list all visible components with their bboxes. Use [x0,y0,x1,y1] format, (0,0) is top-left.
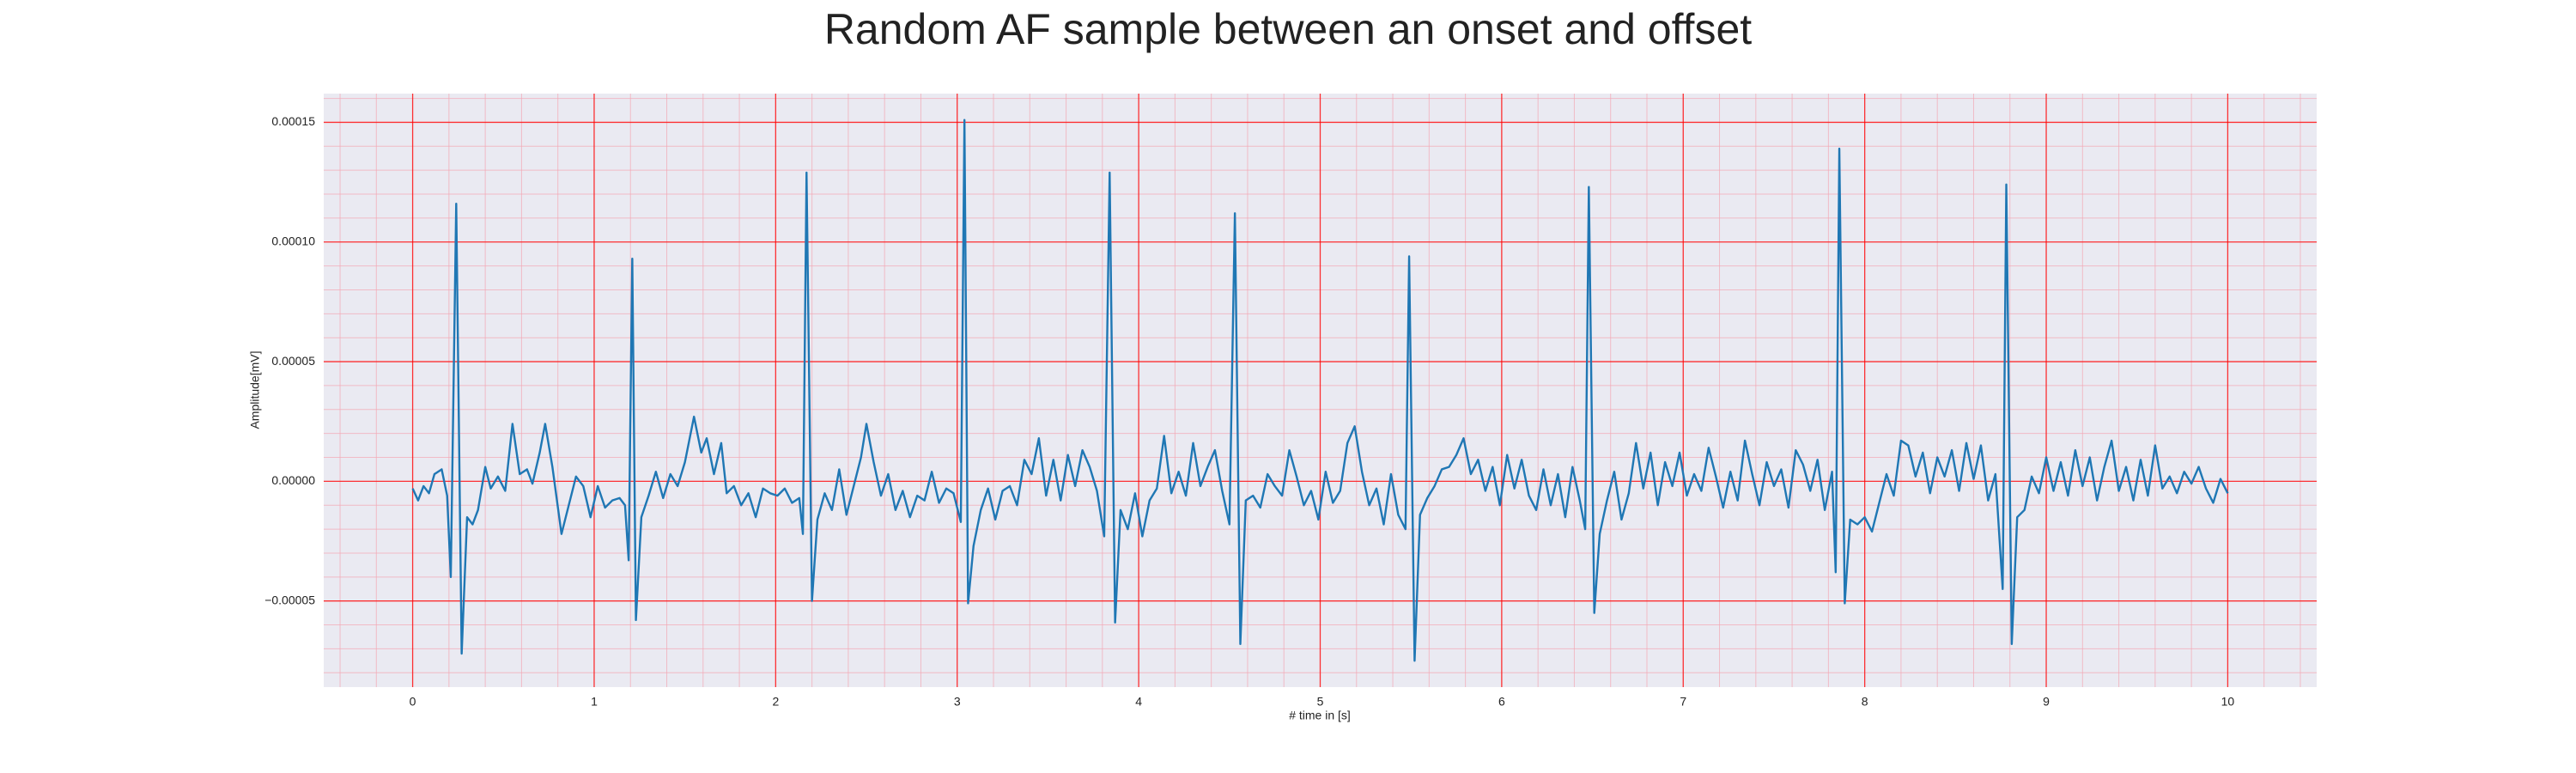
y-tick-label: 0.00015 [271,114,315,128]
x-tick-label: 0 [410,695,416,709]
x-axis-label: # time in [s] [1289,709,1351,722]
chart-title: Random AF sample between an onset and of… [824,5,1752,53]
y-tick-label: −0.00005 [264,593,315,606]
x-tick-label: 9 [2043,695,2050,709]
y-axis-label: Amplitude[mV] [248,350,262,429]
x-tick-label: 8 [1862,695,1868,709]
data-line [411,119,2229,662]
x-tick-label: 10 [2221,695,2235,709]
y-tick-label: 0.00010 [271,234,315,247]
x-tick-label: 5 [1317,695,1324,709]
x-tick-label: 4 [1135,695,1142,709]
y-tick-label: 0.00000 [271,473,315,487]
x-tick-label: 1 [591,695,598,709]
x-tick-label: 2 [772,695,779,709]
x-tick-label: 6 [1498,695,1505,709]
x-tick-label: 3 [954,695,961,709]
x-tick-label: 7 [1680,695,1686,709]
y-tick-label: 0.00005 [271,354,315,368]
